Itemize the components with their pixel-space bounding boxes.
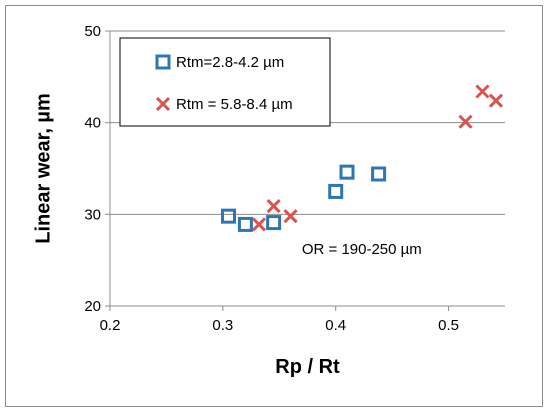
axes <box>109 31 505 307</box>
data-point-series-1-2 <box>237 216 253 232</box>
legend-box <box>119 37 331 127</box>
chart-frame <box>5 5 543 407</box>
legend-marker-x <box>155 96 171 112</box>
data-point-series-2-2 <box>266 199 281 214</box>
y-axis-label: Linear wear, µm <box>32 93 54 243</box>
annotation-or-range: OR = 190-250 µm <box>302 241 422 258</box>
x-tick-labels: 0.2 0.3 0.4 0.5 <box>100 306 459 334</box>
legend-marker-square <box>155 54 171 70</box>
y-tick-label-0: 20 <box>84 298 101 315</box>
legend-square-mark <box>155 54 171 70</box>
y-tick-label-3: 50 <box>84 23 101 40</box>
data-point-series-2-5 <box>475 84 490 99</box>
y-tick-label-2: 40 <box>84 115 101 132</box>
y-tick-labels: 20 30 40 50 <box>84 23 110 315</box>
x-tick-label-0: 0.2 <box>100 317 121 334</box>
legend-x-mark <box>155 96 171 112</box>
data-point-series-2-4 <box>458 114 473 129</box>
data-point-series-1-1 <box>221 208 236 224</box>
x-tick-label-1: 0.3 <box>212 317 233 334</box>
y-tick-label-1: 30 <box>84 206 101 223</box>
data-point-series-2-6 <box>488 93 504 108</box>
data-point-series-1-3 <box>266 215 282 231</box>
data-points <box>221 84 504 232</box>
legend-entry-series-2: Rtm = 5.8-8.4 µm <box>176 96 293 113</box>
legend-entry-series-1: Rtm=2.8-4.2 µm <box>176 54 284 71</box>
x-tick-label-2: 0.4 <box>325 317 346 334</box>
legend: Rtm=2.8-4.2 µm Rtm = 5.8-8.4 µm <box>119 37 331 127</box>
x-axis-label: Rp / Rt <box>275 356 340 378</box>
x-tick-label-3: 0.5 <box>438 317 459 334</box>
data-point-series-2-1 <box>251 217 267 232</box>
data-point-series-1-6 <box>371 166 387 182</box>
data-point-series-2-3 <box>283 209 298 224</box>
data-point-series-1-4 <box>328 183 344 199</box>
data-point-series-1-5 <box>339 164 355 180</box>
